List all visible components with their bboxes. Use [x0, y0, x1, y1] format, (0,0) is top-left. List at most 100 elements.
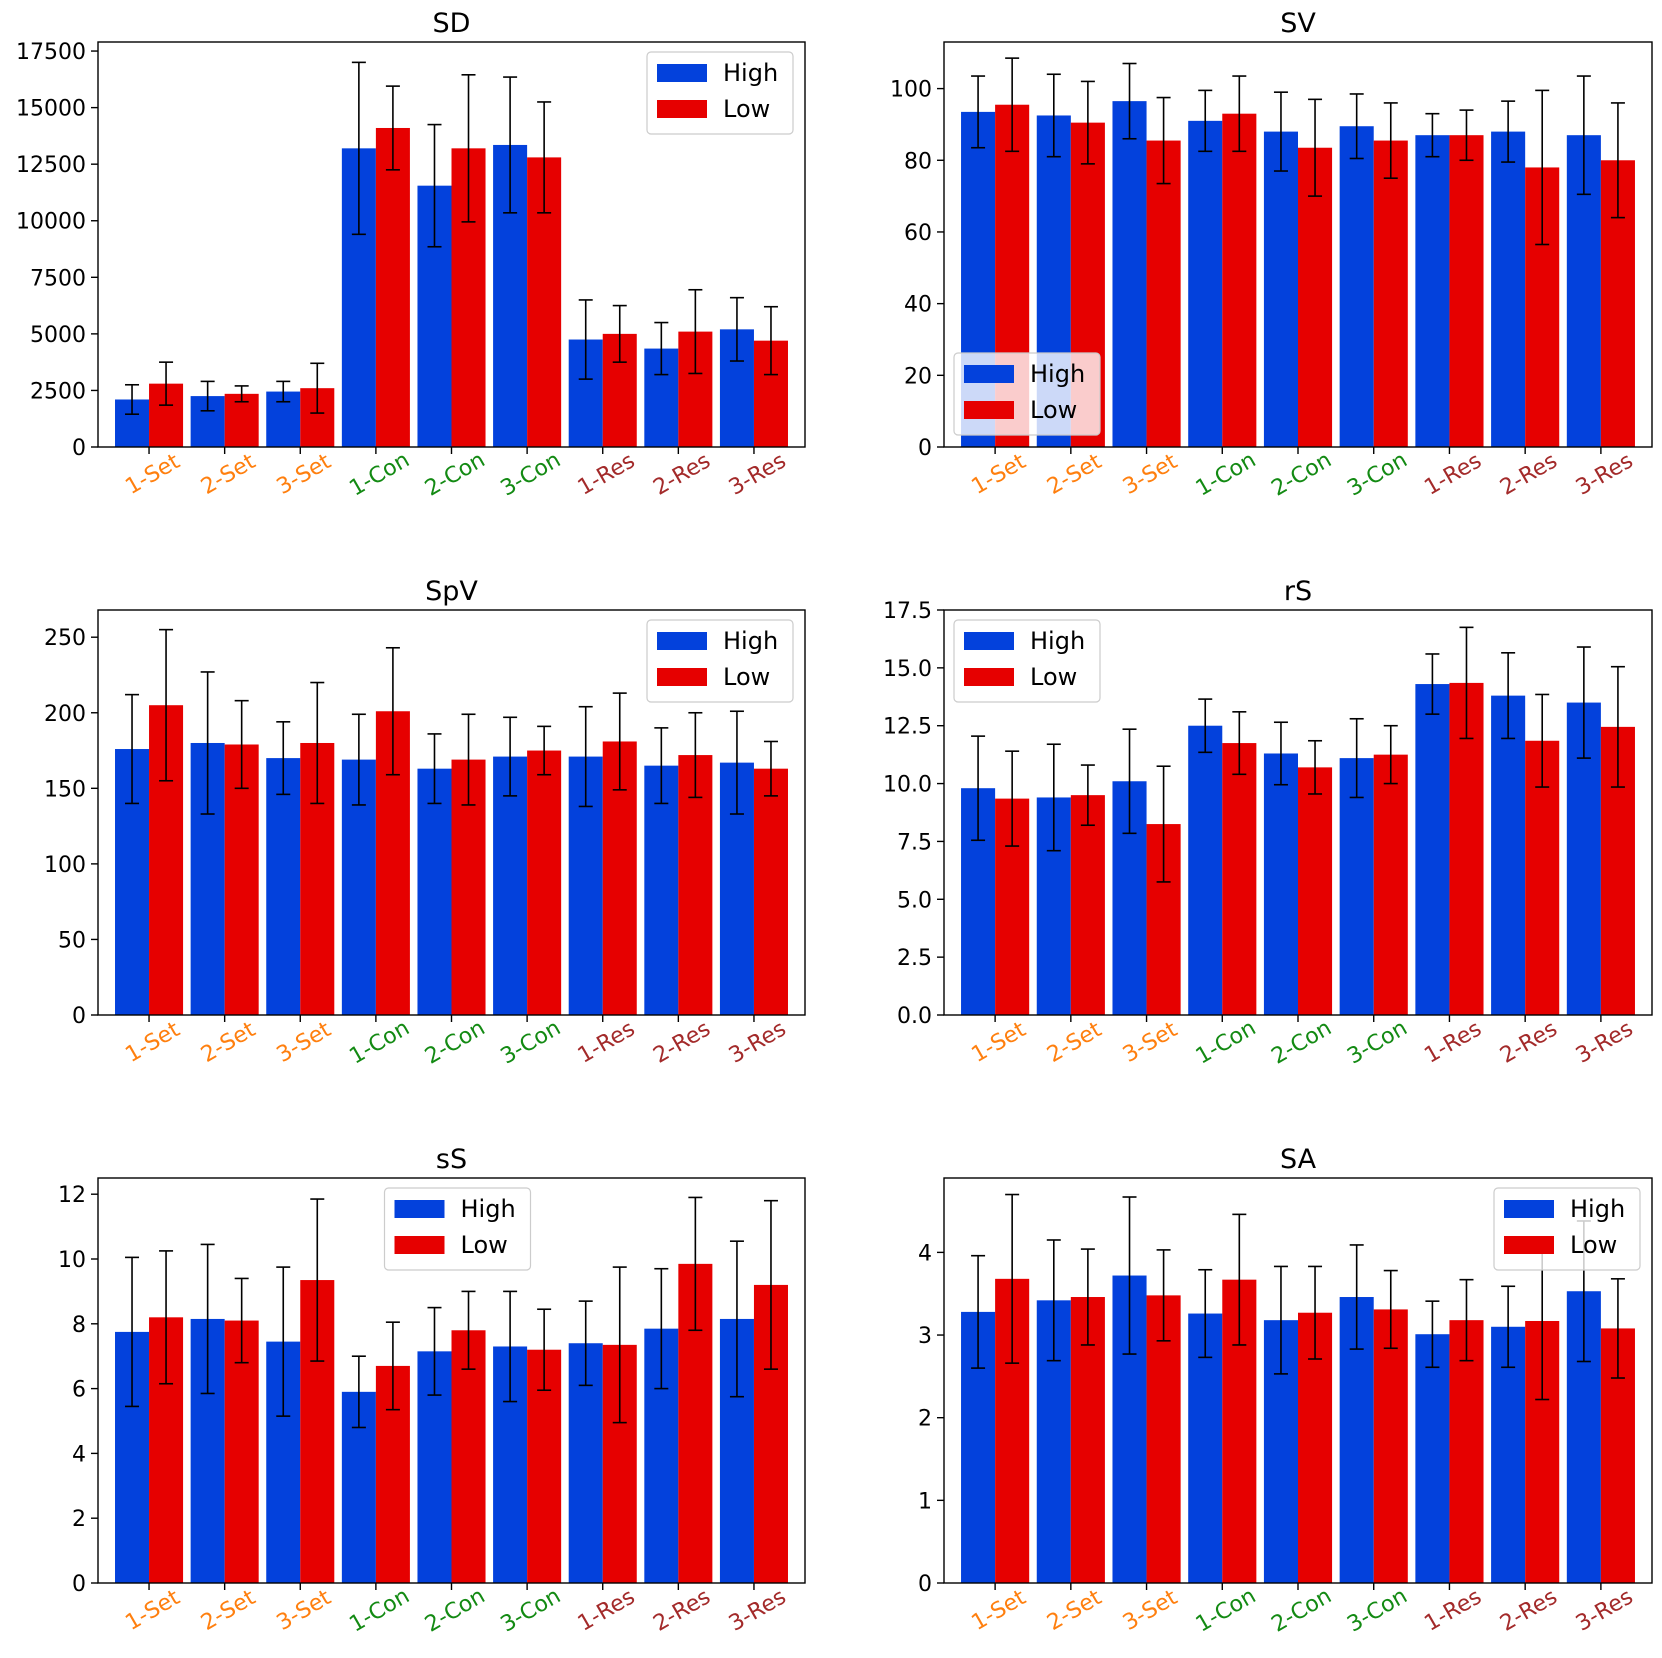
legend-label-high: High [1570, 1195, 1625, 1223]
x-tick-label: 1-Set [967, 449, 1030, 500]
x-tick-label: 2-Res [649, 1016, 715, 1068]
legend-label-low: Low [1030, 663, 1077, 691]
bar-low-3-set [1146, 1295, 1181, 1583]
bar-low-3-set [1146, 140, 1181, 447]
bar-high-2-con [417, 768, 452, 1015]
x-tick-label: 2-Res [1496, 1016, 1562, 1068]
bar-high-1-res [1415, 135, 1450, 447]
chart-panel-ss: sS 0 2 4 6 8 10 12 1-Set 2-Set 3-Set 1-Con 2-Con 3-Co… [58, 1144, 806, 1638]
y-tick-label: 150 [44, 777, 86, 802]
x-tick-label: 1-Set [967, 1585, 1030, 1636]
x-tick-label: 3-Res [725, 1584, 791, 1636]
y-tick-label: 10.0 [883, 773, 932, 798]
chart-title: sS [436, 1144, 467, 1175]
chart-title: SV [1280, 8, 1316, 39]
legend-label-high: High [723, 627, 778, 655]
y-tick-label: 10 [58, 1248, 86, 1273]
y-tick-label: 17500 [16, 40, 86, 65]
legend-swatch-low [657, 100, 707, 118]
bar-high-3-set [266, 758, 301, 1015]
bar-low-3-con [1373, 1309, 1408, 1583]
x-tick-label: 3-Res [1572, 1584, 1638, 1636]
x-tick-label: 1-Res [574, 1016, 640, 1068]
x-tick-label: 1-Set [967, 1017, 1030, 1068]
legend-swatch-low [1504, 1236, 1554, 1254]
x-tick-label: 2-Set [1043, 449, 1106, 500]
bar-high-3-con [1339, 758, 1374, 1015]
y-tick-label: 6 [72, 1378, 86, 1403]
x-tick-label: 2-Con [421, 1584, 490, 1638]
legend-label-high: High [461, 1195, 516, 1223]
bar-high-3-con [493, 756, 528, 1015]
y-tick-label: 2500 [30, 379, 86, 404]
legend-label-high: High [723, 59, 778, 87]
x-tick-label: 2-Set [1043, 1585, 1106, 1636]
y-tick-label: 4 [918, 1241, 932, 1266]
y-tick-label: 7.5 [897, 830, 932, 855]
x-tick-label: 1-Res [1420, 1584, 1486, 1636]
y-tick-label: 100 [890, 78, 932, 103]
legend: High Low [383, 1187, 532, 1271]
x-tick-label: 1-Res [574, 1584, 640, 1636]
bar-high-1-con [1188, 725, 1223, 1015]
bar-low-2-con [451, 1330, 486, 1583]
y-tick-label: 0 [72, 1004, 86, 1029]
bar-low-3-con [1373, 140, 1408, 447]
bar-low-1-res [1449, 1320, 1484, 1583]
y-tick-label: 1 [918, 1489, 932, 1514]
bar-high-2-con [1263, 753, 1298, 1015]
bar-high-1-res [1415, 684, 1450, 1015]
x-tick-label: 3-Set [1119, 449, 1182, 500]
chart-panel-sa: SA 0 1 2 3 4 1-Set 2-Set 3-Set 1-Con 2-Con 3-Con 1-R… [918, 1144, 1653, 1638]
x-tick-label: 1-Con [1192, 1016, 1261, 1070]
bar-low-1-con [1222, 743, 1257, 1015]
x-tick-label: 3-Con [497, 1584, 566, 1638]
bar-low-2-con [1298, 147, 1333, 447]
y-tick-label: 12.5 [883, 715, 932, 740]
y-tick-label: 2 [918, 1407, 932, 1432]
x-tick-label: 3-Set [273, 1585, 336, 1636]
x-tick-label: 3-Res [725, 1016, 791, 1068]
y-tick-label: 10000 [16, 210, 86, 235]
legend-label-low: Low [1570, 1231, 1617, 1259]
x-tick-label: 1-Set [121, 449, 184, 500]
bar-low-2-set [224, 1320, 259, 1583]
x-tick-label: 3-Set [273, 1017, 336, 1068]
y-tick-label: 5.0 [897, 888, 932, 913]
y-tick-label: 15.0 [883, 657, 932, 682]
bar-high-2-con [1263, 131, 1298, 447]
y-tick-label: 12 [58, 1183, 86, 1208]
chart-panel-sd: SD 0 2500 5000 7500 10000 12500 15000 17500 1-Set… [16, 8, 806, 502]
bar-low-2-set [1070, 795, 1105, 1015]
legend-swatch-low [964, 668, 1014, 686]
bar-high-2-res [1491, 695, 1526, 1015]
x-tick-label: 2-Res [1496, 448, 1562, 500]
legend-swatch-low [394, 1236, 445, 1254]
x-tick-label: 3-Res [1572, 448, 1638, 500]
bar-low-2-set [224, 393, 259, 447]
chart-title: SA [1280, 1144, 1317, 1175]
bar-high-2-res [1491, 131, 1526, 447]
bar-high-2-res [1491, 1326, 1526, 1583]
y-tick-label: 12500 [16, 153, 86, 178]
bar-low-2-set [224, 744, 259, 1015]
x-tick-label: 2-Set [1043, 1017, 1106, 1068]
x-tick-label: 3-Con [497, 1016, 566, 1070]
y-tick-label: 5000 [30, 323, 86, 348]
x-tick-label: 3-Set [1119, 1017, 1182, 1068]
legend-label-low: Low [461, 1231, 508, 1259]
x-tick-label: 2-Res [649, 448, 715, 500]
legend-label-high: High [1030, 627, 1085, 655]
x-tick-label: 1-Con [345, 1016, 414, 1070]
legend-swatch-high [964, 632, 1014, 650]
bar-low-1-con [1222, 113, 1257, 447]
x-tick-label: 2-Res [649, 1584, 715, 1636]
x-tick-label: 2-Con [421, 448, 490, 502]
x-tick-label: 1-Res [574, 448, 640, 500]
legend: High Low [646, 619, 794, 703]
y-tick-label: 80 [904, 149, 932, 174]
x-tick-label: 1-Con [1192, 1584, 1261, 1638]
y-tick-label: 40 [904, 293, 932, 318]
legend: High Low [953, 352, 1101, 436]
